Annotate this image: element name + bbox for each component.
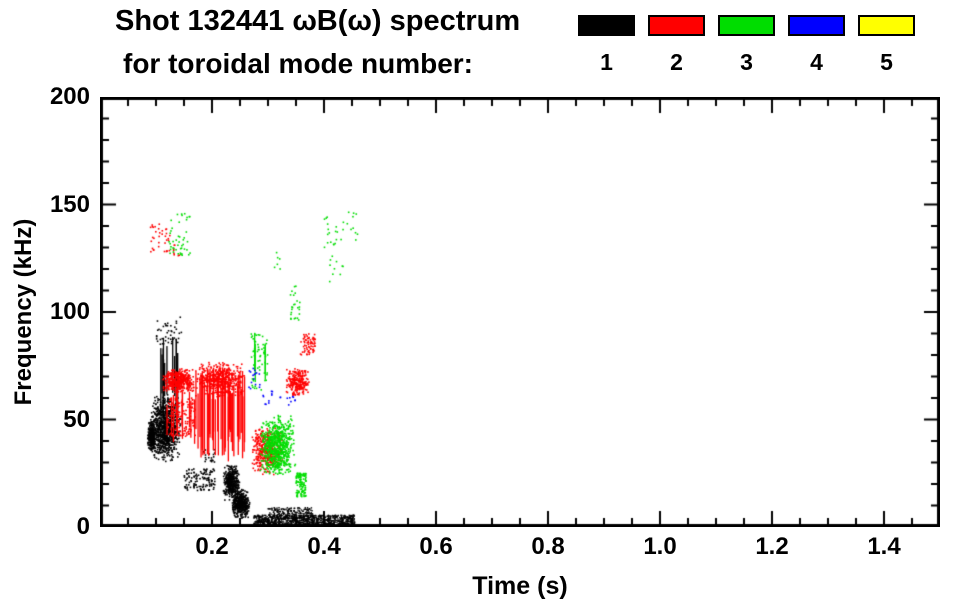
y-tick-label-100: 100 xyxy=(49,298,90,325)
legend-swatch-n1 xyxy=(578,15,635,36)
x-tick-label-1.4: 1.4 xyxy=(867,533,901,560)
x-tick-label-0.8: 0.8 xyxy=(531,533,565,560)
x-tick-label-1.2: 1.2 xyxy=(755,533,789,560)
legend-label-n5: 5 xyxy=(880,49,893,75)
scatter-canvas xyxy=(100,97,940,527)
y-tick-label-200: 200 xyxy=(49,83,90,110)
chart-title: Shot 132441 ωB(ω) spectrum xyxy=(115,5,521,37)
x-axis-label: Time (s) xyxy=(472,572,568,600)
legend-label-n4: 4 xyxy=(810,49,823,75)
x-tick-label-1.0: 1.0 xyxy=(643,533,677,560)
legend-label-n1: 1 xyxy=(600,49,613,75)
x-tick-label-0.2: 0.2 xyxy=(195,533,229,560)
y-tick-label-50: 50 xyxy=(63,405,90,433)
x-tick-label-0.4: 0.4 xyxy=(307,533,341,560)
legend-swatch-n4 xyxy=(788,15,845,36)
legend-label-n2: 2 xyxy=(670,49,683,75)
legend-item-n3: 3 xyxy=(718,15,775,76)
legend-swatch-n2 xyxy=(648,15,705,36)
y-tick-label-0: 0 xyxy=(76,513,90,540)
legend-item-n1: 1 xyxy=(578,15,635,76)
legend-item-n4: 4 xyxy=(788,15,845,76)
x-tick-label-0.6: 0.6 xyxy=(419,533,453,560)
legend-label-n3: 3 xyxy=(740,49,753,75)
legend: 1 2 3 4 5 xyxy=(578,15,915,76)
legend-swatch-n3 xyxy=(718,15,775,36)
chart-subtitle: for toroidal mode number: xyxy=(123,48,473,79)
legend-item-n2: 2 xyxy=(648,15,705,76)
plot-area xyxy=(100,97,940,527)
legend-item-n5: 5 xyxy=(858,15,915,76)
legend-swatch-n5 xyxy=(858,15,915,36)
y-tick-label-150: 150 xyxy=(49,190,90,218)
